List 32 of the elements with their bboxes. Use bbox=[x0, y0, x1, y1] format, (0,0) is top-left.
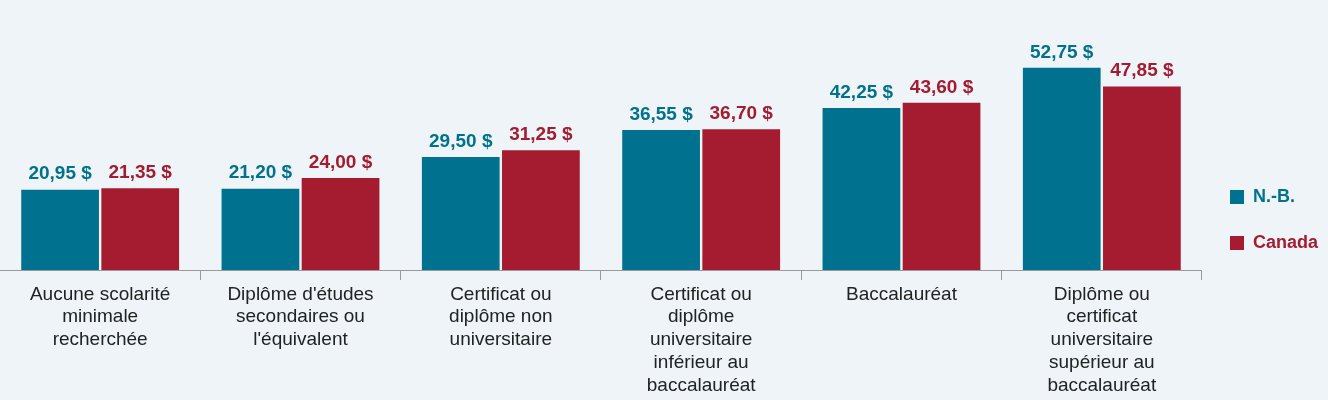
data-label: 42,25 $ bbox=[829, 80, 894, 102]
x-tick-label: Diplôme d'études secondaires ou l'équivalent bbox=[227, 282, 374, 350]
data-label: 29,50 $ bbox=[429, 129, 493, 151]
bar bbox=[221, 188, 300, 270]
x-tick-label: Diplôme ou certificat universitaire supérieur au baccalauréat bbox=[1047, 282, 1157, 395]
bar bbox=[902, 102, 981, 270]
data-label: 52,75 $ bbox=[1030, 40, 1094, 62]
data-label: 20,95 $ bbox=[28, 162, 93, 184]
data-label: 24,00 $ bbox=[308, 150, 373, 172]
bar bbox=[21, 189, 99, 270]
legend-label: Canada bbox=[1252, 231, 1319, 252]
bar bbox=[702, 129, 781, 270]
data-label: 21,35 $ bbox=[108, 160, 173, 182]
x-tick-label: Baccalauréat bbox=[846, 282, 958, 304]
bar bbox=[502, 150, 580, 270]
bar bbox=[822, 108, 901, 270]
legend-label: N.-B. bbox=[1252, 185, 1295, 206]
data-label: 36,70 $ bbox=[709, 102, 774, 124]
bar bbox=[1103, 86, 1181, 270]
data-label: 31,25 $ bbox=[509, 122, 574, 144]
bar bbox=[101, 188, 180, 270]
bar bbox=[622, 129, 700, 270]
data-label: 47,85 $ bbox=[1110, 59, 1174, 81]
x-tick-label: Certificat ou diplôme non universitaire bbox=[449, 282, 553, 350]
bar bbox=[301, 178, 380, 270]
bar bbox=[421, 156, 500, 270]
x-tick-label: Aucune scolarité minimale recherchée bbox=[29, 282, 171, 350]
data-label: 36,55 $ bbox=[629, 102, 694, 124]
data-label: 43,60 $ bbox=[909, 75, 974, 97]
bar bbox=[1022, 67, 1101, 270]
data-label: 21,20 $ bbox=[228, 161, 293, 183]
x-tick-label: Certificat ou diplôme universitaire inférieur au baccalauréat bbox=[646, 282, 757, 395]
